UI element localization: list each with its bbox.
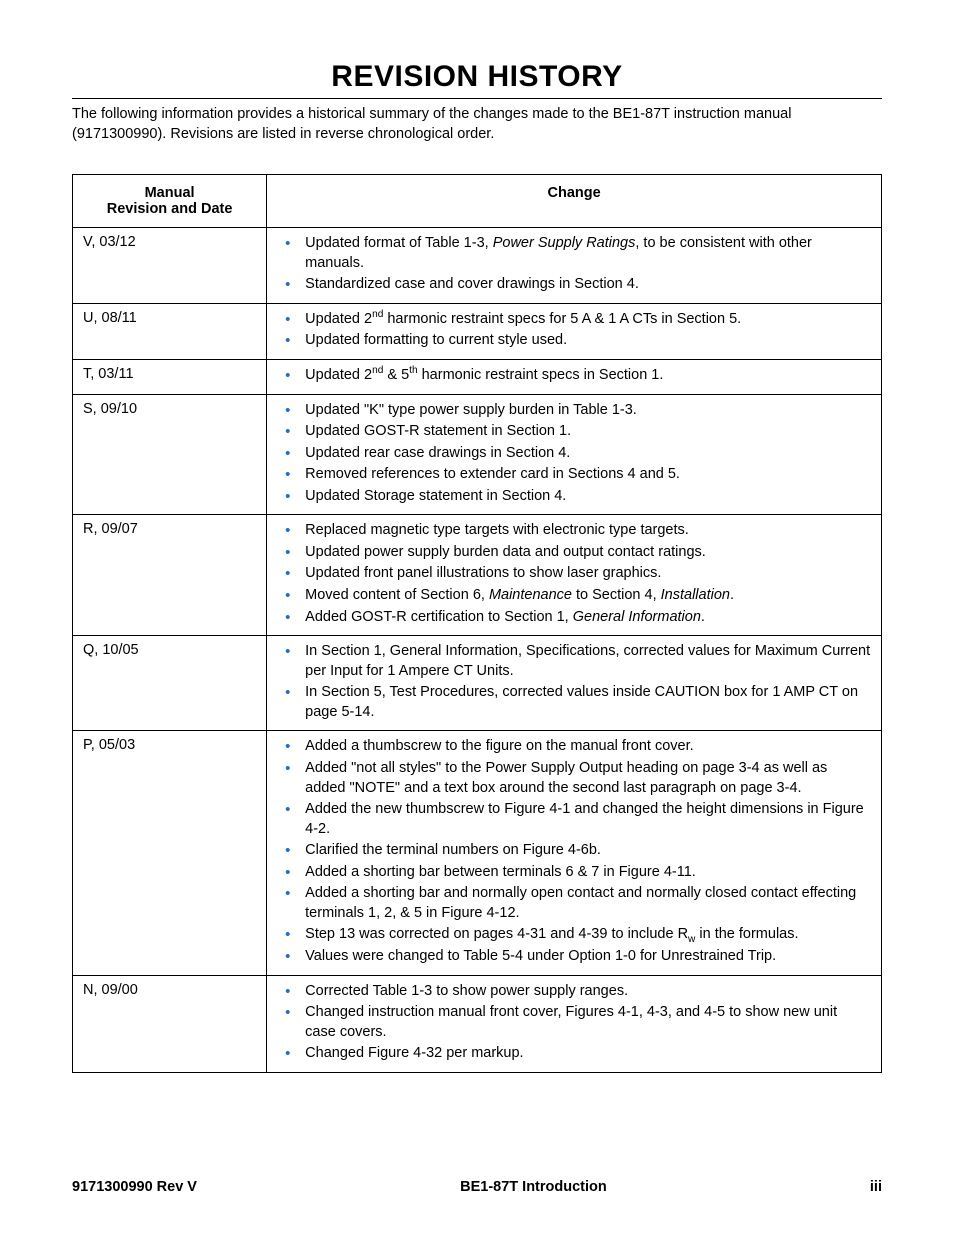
revision-table: Manual Revision and Date Change V, 03/12… <box>72 174 882 1073</box>
table-body: V, 03/12 Updated format of Table 1-3, Pow… <box>73 228 882 1073</box>
table-row: S, 09/10 Updated "K" type power supply bu… <box>73 394 882 515</box>
change-item: In Section 1, General Information, Speci… <box>277 642 871 681</box>
footer-center: BE1-87T Introduction <box>460 1179 607 1195</box>
change-item: Updated rear case drawings in Section 4. <box>277 444 871 464</box>
table-row: Q, 10/05 In Section 1, General Informatio… <box>73 636 882 731</box>
change-item: Updated formatting to current style used… <box>277 331 871 351</box>
table-row: V, 03/12 Updated format of Table 1-3, Pow… <box>73 228 882 304</box>
change-list: Added a thumbscrew to the figure on the … <box>277 737 871 966</box>
header-change: Change <box>267 175 882 228</box>
revision-cell: Q, 10/05 <box>73 636 267 731</box>
table-head: Manual Revision and Date Change <box>73 175 882 228</box>
change-item: Added the new thumbscrew to Figure 4-1 a… <box>277 800 871 839</box>
change-item: Updated 2nd & 5th harmonic restraint spe… <box>277 366 871 386</box>
page-footer: 9171300990 Rev V BE1-87T Introduction ii… <box>72 1179 882 1195</box>
revision-cell: R, 09/07 <box>73 515 267 636</box>
header-revision-line1: Manual <box>145 185 195 201</box>
footer-right: iii <box>870 1179 882 1195</box>
revision-cell: S, 09/10 <box>73 394 267 515</box>
change-item: Standardized case and cover drawings in … <box>277 275 871 295</box>
table-row: N, 09/00 Corrected Table 1-3 to show powe… <box>73 975 882 1072</box>
page-title: REVISION HISTORY <box>72 60 882 94</box>
change-list: Updated 2nd harmonic restraint specs for… <box>277 310 871 351</box>
change-cell: Updated 2nd harmonic restraint specs for… <box>267 303 882 359</box>
change-item: Removed references to extender card in S… <box>277 465 871 485</box>
change-item: Added a shorting bar between terminals 6… <box>277 863 871 883</box>
table-row: P, 05/03 Added a thumbscrew to the figure… <box>73 731 882 975</box>
revision-cell: N, 09/00 <box>73 975 267 1072</box>
change-item: Replaced magnetic type targets with elec… <box>277 521 871 541</box>
change-item: Updated power supply burden data and out… <box>277 543 871 563</box>
header-revision: Manual Revision and Date <box>73 175 267 228</box>
change-list: Replaced magnetic type targets with elec… <box>277 521 871 627</box>
change-cell: Updated "K" type power supply burden in … <box>267 394 882 515</box>
change-cell: Replaced magnetic type targets with elec… <box>267 515 882 636</box>
change-cell: In Section 1, General Information, Speci… <box>267 636 882 731</box>
page: REVISION HISTORY The following informati… <box>0 0 954 1235</box>
change-item: Clarified the terminal numbers on Figure… <box>277 841 871 861</box>
change-item: Changed Figure 4-32 per markup. <box>277 1044 871 1064</box>
change-item: In Section 5, Test Procedures, corrected… <box>277 683 871 722</box>
change-item: Updated "K" type power supply burden in … <box>277 401 871 421</box>
change-cell: Added a thumbscrew to the figure on the … <box>267 731 882 975</box>
change-item: Moved content of Section 6, Maintenance … <box>277 586 871 606</box>
revision-cell: T, 03/11 <box>73 359 267 394</box>
revision-cell: P, 05/03 <box>73 731 267 975</box>
title-rule <box>72 98 882 99</box>
table-row: R, 09/07 Replaced magnetic type targets w… <box>73 515 882 636</box>
revision-cell: V, 03/12 <box>73 228 267 304</box>
change-item: Added GOST-R certification to Section 1,… <box>277 608 871 628</box>
change-list: Updated format of Table 1-3, Power Suppl… <box>277 234 871 295</box>
change-item: Changed instruction manual front cover, … <box>277 1003 871 1042</box>
change-list: Updated "K" type power supply burden in … <box>277 401 871 507</box>
table-row: T, 03/11 Updated 2nd & 5th harmonic restr… <box>73 359 882 394</box>
change-cell: Corrected Table 1-3 to show power supply… <box>267 975 882 1072</box>
change-list: Updated 2nd & 5th harmonic restraint spe… <box>277 366 871 386</box>
change-item: Step 13 was corrected on pages 4-31 and … <box>277 925 871 945</box>
change-cell: Updated format of Table 1-3, Power Suppl… <box>267 228 882 304</box>
change-list: Corrected Table 1-3 to show power supply… <box>277 982 871 1064</box>
change-item: Added a shorting bar and normally open c… <box>277 884 871 923</box>
revision-cell: U, 08/11 <box>73 303 267 359</box>
change-item: Updated front panel illustrations to sho… <box>277 564 871 584</box>
change-item: Added "not all styles" to the Power Supp… <box>277 759 871 798</box>
footer-left: 9171300990 Rev V <box>72 1179 197 1195</box>
change-item: Corrected Table 1-3 to show power supply… <box>277 982 871 1002</box>
change-item: Updated Storage statement in Section 4. <box>277 487 871 507</box>
change-item: Added a thumbscrew to the figure on the … <box>277 737 871 757</box>
change-item: Updated format of Table 1-3, Power Suppl… <box>277 234 871 273</box>
table-row: U, 08/11 Updated 2nd harmonic restraint s… <box>73 303 882 359</box>
change-item: Values were changed to Table 5-4 under O… <box>277 947 871 967</box>
intro-paragraph: The following information provides a his… <box>72 105 882 144</box>
header-revision-line2: Revision and Date <box>107 201 233 217</box>
change-cell: Updated 2nd & 5th harmonic restraint spe… <box>267 359 882 394</box>
change-item: Updated GOST-R statement in Section 1. <box>277 422 871 442</box>
change-list: In Section 1, General Information, Speci… <box>277 642 871 722</box>
change-item: Updated 2nd harmonic restraint specs for… <box>277 310 871 330</box>
